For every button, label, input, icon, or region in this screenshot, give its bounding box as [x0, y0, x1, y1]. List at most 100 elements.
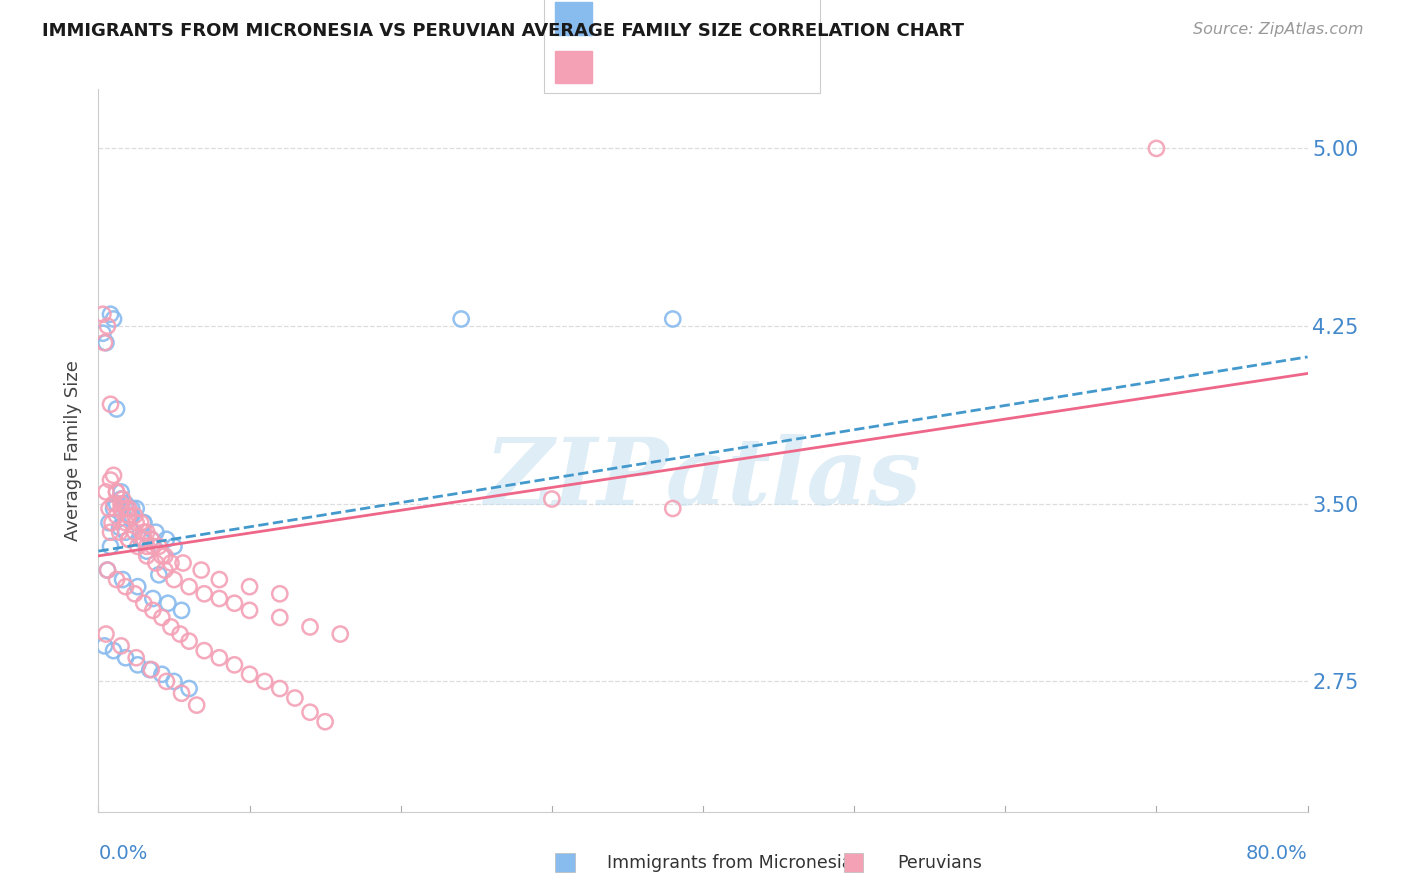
Point: [179, 634, 201, 648]
Text: 0.135: 0.135: [645, 10, 702, 28]
Point: [208, 591, 231, 606]
Point: [108, 525, 131, 540]
Text: N =: N =: [716, 58, 755, 76]
Point: [110, 501, 132, 516]
Point: [284, 691, 307, 706]
Point: [135, 549, 157, 563]
Point: [329, 627, 352, 641]
Point: [98, 501, 121, 516]
Point: [103, 501, 125, 516]
Bar: [555, 51, 592, 83]
Point: [100, 525, 122, 540]
Point: [179, 580, 201, 594]
Point: [190, 563, 212, 577]
Point: [208, 573, 231, 587]
Point: [101, 516, 124, 530]
Point: [142, 603, 165, 617]
Point: [105, 497, 128, 511]
Point: [96, 563, 118, 577]
Point: [105, 402, 128, 417]
Point: [127, 540, 149, 554]
Point: [98, 516, 121, 530]
Point: [103, 468, 125, 483]
Point: [141, 533, 163, 547]
Point: [163, 540, 186, 554]
Point: [125, 516, 148, 530]
Point: [1144, 141, 1167, 155]
Point: [132, 525, 155, 540]
Point: [155, 533, 177, 547]
Point: [100, 540, 122, 554]
Text: N =: N =: [716, 10, 755, 28]
Point: [145, 556, 167, 570]
Point: [111, 573, 134, 587]
Point: [269, 610, 291, 624]
Point: [661, 312, 683, 326]
Point: [193, 587, 215, 601]
Point: [224, 657, 246, 672]
Point: [153, 563, 176, 577]
Point: [141, 663, 163, 677]
Text: 80.0%: 80.0%: [1246, 844, 1308, 863]
Text: R =: R =: [603, 58, 643, 76]
Point: [160, 620, 183, 634]
Point: [100, 397, 122, 411]
Point: [114, 516, 136, 530]
Point: [269, 681, 291, 696]
Point: [103, 312, 125, 326]
Text: R =: R =: [603, 10, 643, 28]
Point: [132, 533, 155, 547]
Point: [110, 639, 132, 653]
Text: ZIPatlas: ZIPatlas: [485, 434, 921, 524]
Point: [145, 525, 167, 540]
Point: [105, 508, 128, 523]
Point: [132, 516, 155, 530]
Point: [170, 603, 193, 617]
Point: [163, 573, 186, 587]
Point: [299, 620, 322, 634]
Point: [163, 674, 186, 689]
Point: [105, 484, 128, 499]
Point: [103, 497, 125, 511]
Point: [127, 580, 149, 594]
Point: [121, 501, 143, 516]
Point: [314, 714, 336, 729]
Point: [94, 484, 117, 499]
Point: [299, 705, 322, 719]
Point: [208, 650, 231, 665]
Point: [253, 674, 276, 689]
Point: [135, 544, 157, 558]
Point: [239, 580, 262, 594]
Point: [114, 580, 136, 594]
Point: [110, 497, 132, 511]
Text: 44: 44: [755, 10, 780, 28]
Point: [108, 520, 131, 534]
Point: [114, 525, 136, 540]
Point: [124, 525, 146, 540]
Point: [132, 596, 155, 610]
FancyBboxPatch shape: [544, 0, 820, 93]
Point: [186, 698, 208, 712]
Point: [132, 516, 155, 530]
Point: [105, 573, 128, 587]
Point: [179, 681, 201, 696]
Point: [172, 556, 194, 570]
Point: [193, 643, 215, 657]
Point: [118, 533, 141, 547]
Point: [160, 556, 183, 570]
Point: [110, 491, 132, 506]
Point: [129, 516, 152, 530]
Point: [124, 508, 146, 523]
Point: [96, 563, 118, 577]
Point: [93, 335, 115, 350]
Point: [661, 501, 683, 516]
Point: [124, 587, 146, 601]
Point: [121, 508, 143, 523]
Point: [129, 533, 152, 547]
Point: [450, 312, 472, 326]
Point: [100, 473, 122, 487]
Point: [148, 567, 170, 582]
Point: [93, 639, 115, 653]
Point: [127, 657, 149, 672]
Point: [155, 674, 177, 689]
